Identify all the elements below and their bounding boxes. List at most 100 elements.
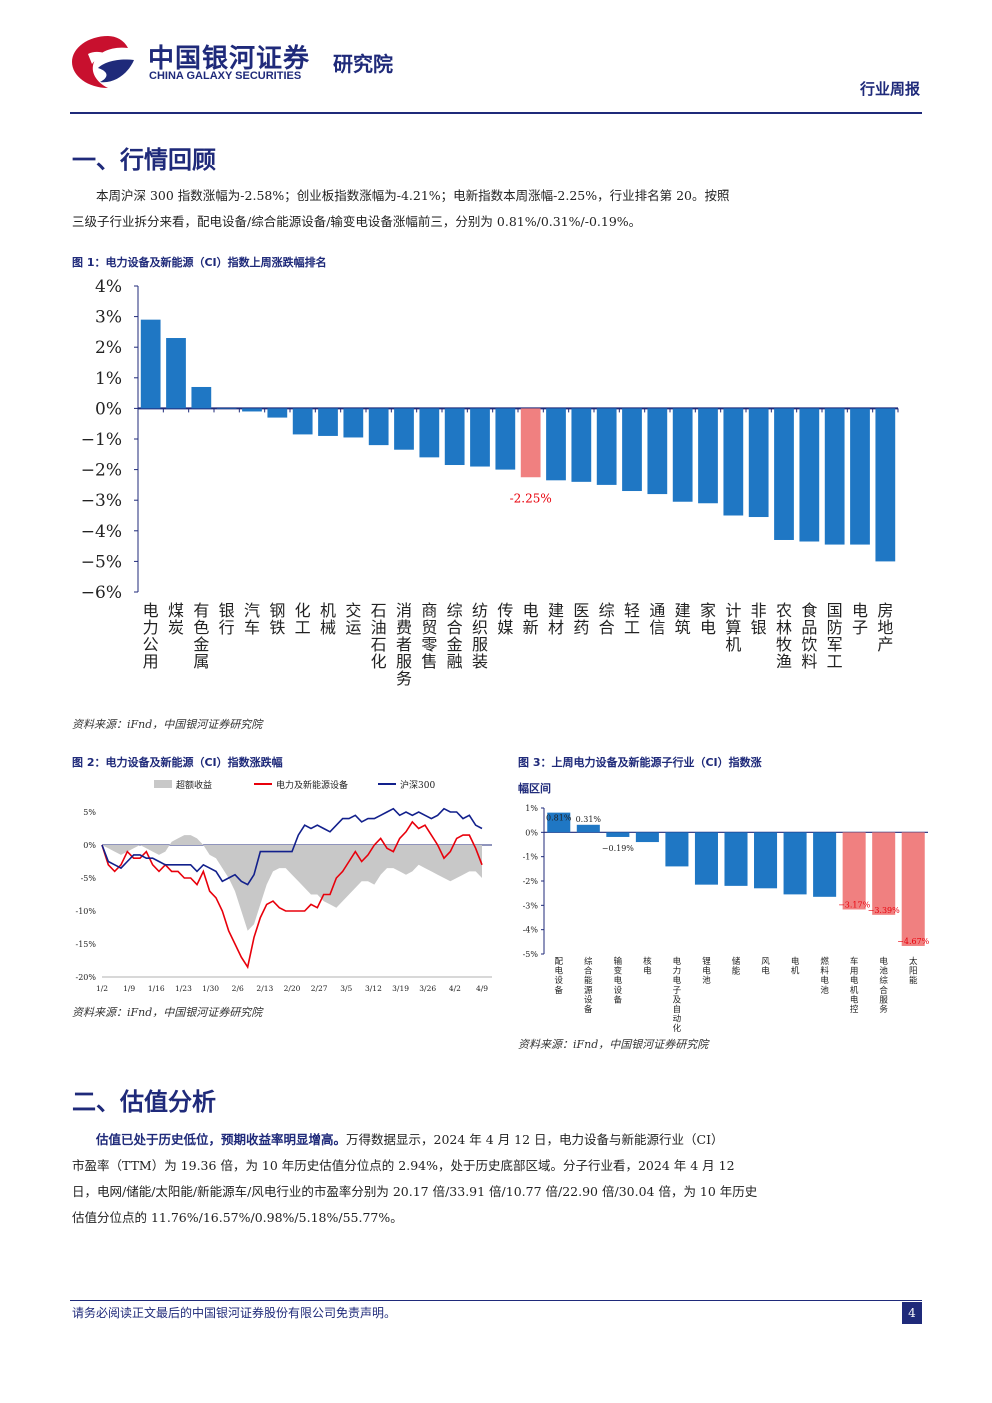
section1-para1: 本周沪深 300 指数涨幅为-2.58%；创业板指数涨幅为-4.21%；电新指数…: [96, 188, 730, 203]
fig3-bar: [606, 832, 630, 837]
fig1-category-label: 交: [345, 601, 361, 620]
fig2-series-line: [101, 820, 483, 970]
fig2-legend-label: 电力及新能源设备: [276, 779, 348, 791]
fig1-bar: [571, 408, 592, 482]
fig1-category-label: 零: [421, 635, 437, 654]
fig1-category-label: 色: [193, 618, 209, 637]
fig1-category-label: 产: [877, 635, 893, 654]
fig3-category-label: 电: [643, 966, 652, 977]
fig1-category-label: 工: [827, 652, 843, 671]
fig1-category-label: 媒: [497, 618, 513, 637]
fig1-category-label: 通: [649, 601, 665, 620]
fig1-category-label: 算: [725, 618, 741, 637]
fig3-category-label: 电: [850, 994, 859, 1005]
fig3-chart: 1%0%-1%-2%-3%-4%-5%0.81%配电设备0.31%综合能源设备−…: [523, 804, 930, 1034]
fig2-legend-label: 沪深300: [400, 779, 435, 791]
fig3-category-label: 输: [614, 956, 623, 967]
fig1-y-tick-label: −5%: [81, 552, 122, 572]
fig1-category-label: 新: [523, 618, 539, 637]
section2-bold-lead: 估值已处于历史低位，预期收益率明显增高。: [96, 1132, 347, 1147]
fig1-category-label: 消: [396, 601, 412, 620]
fig1-y-tick-label: −4%: [81, 522, 122, 542]
fig1-y-tick-label: −1%: [81, 430, 122, 450]
fig1-bar: [419, 408, 440, 458]
fig3-bar: [872, 832, 896, 915]
fig1-category-label: 建: [548, 601, 564, 620]
fig1-category-label: 机: [725, 635, 741, 654]
fig2-series-area: [102, 835, 482, 931]
fig3-bar: [576, 824, 600, 833]
fig1-bar: [470, 408, 490, 467]
fig3-category-label: 能: [732, 966, 741, 977]
fig3-category-label: 变: [614, 966, 623, 977]
fig3-bar: [813, 832, 837, 897]
fig1-category-label: 费: [396, 618, 412, 637]
fig1-category-label: 银: [219, 601, 235, 620]
fig2-y-tick-label: -5%: [81, 874, 97, 883]
fig1-bar: [394, 408, 414, 450]
fig2-x-tick-label: 3/26: [419, 984, 436, 993]
fig1-y-tick-label: −6%: [81, 583, 122, 603]
footer-divider: [70, 1300, 922, 1301]
fig1-category-label: 织: [472, 618, 488, 637]
fig3-bar: [842, 832, 866, 910]
fig3-category-label: 综: [584, 956, 593, 967]
fig1-bar: [191, 386, 212, 409]
fig2-chart: 超额收益 电力及新能源设备 沪深300 5% 0% -5% -10% -15% -20% 1/2 1…: [76, 779, 492, 993]
fig3-category-label: 化: [673, 1023, 682, 1034]
section2-para1: 万得数据显示，2024 年 4 月 12 日，电力设备与新能源行业（CI）: [346, 1132, 724, 1147]
fig2-legend-label: 超额收益: [176, 779, 212, 791]
fig2-source: 资料来源：iFnd，中国银河证券研究院: [72, 1006, 263, 1019]
footer-disclaimer: 请务必阅读正文最后的中国银河证券股份有限公司免责声明。: [72, 1306, 397, 1320]
fig1-category-label: 非: [751, 601, 767, 620]
fig1-category-label: 合: [447, 618, 463, 637]
fig1-category-label: 服: [472, 635, 488, 654]
fig3-category-label: 动: [673, 1014, 682, 1025]
fig3-category-label: 备: [584, 1004, 593, 1015]
fig3-data-label: −3.39%: [868, 906, 901, 915]
fig1-bar: [672, 408, 693, 502]
fig1-category-label: 机: [320, 601, 336, 620]
fig3-category-label: 配: [555, 957, 564, 967]
fig1-y-tick-label: 4%: [95, 277, 122, 297]
fig1-category-label: 石: [371, 601, 387, 620]
fig3-bar: [635, 832, 659, 843]
fig1-bar: [875, 408, 896, 562]
fig2-x-tick-label: 2/6: [232, 984, 244, 993]
fig3-category-label: 用: [850, 967, 859, 977]
fig1-bar: [292, 408, 313, 435]
fig3-category-label: 综: [879, 975, 888, 986]
fig1-category-label: 纺: [472, 601, 488, 620]
fig3-category-label: 电: [702, 966, 711, 977]
fig1-category-label: 渔: [776, 652, 792, 671]
fig3-category-label: 服: [879, 995, 888, 1005]
fig1-category-label: 医: [573, 601, 589, 620]
fig1-category-label: 铁: [269, 618, 285, 637]
fig3-category-label: 锂: [702, 956, 711, 967]
fig3-category-label: 合: [879, 985, 888, 996]
fig3-y-tick-label: -4%: [523, 926, 539, 935]
fig1-category-label: 料: [801, 652, 817, 671]
brand-cn: 中国银河证券: [148, 44, 311, 74]
fig3-bar: [901, 832, 925, 946]
fig3-data-label: 0.81%: [546, 814, 572, 823]
fig1-category-label: 工: [295, 618, 311, 637]
fig1-category-label: 用: [143, 652, 159, 671]
fig3-category-label: 自: [673, 1004, 682, 1015]
fig1-category-label: 电: [700, 618, 716, 637]
fig1-category-label: 械: [320, 618, 336, 637]
fig1-bar: [242, 408, 262, 412]
fig1-category-label: 国: [827, 601, 843, 620]
fig3-category-label: 子: [673, 986, 682, 996]
fig1-category-label: 房: [877, 601, 893, 620]
fig1-bar: [343, 408, 364, 438]
fig3-category-label: 源: [584, 986, 593, 996]
fig3-category-label: 池: [820, 985, 829, 996]
institute-label: 研究院: [333, 52, 393, 76]
fig2-x-tick-label: 3/19: [392, 984, 409, 993]
fig1-y-tick-label: 1%: [95, 369, 122, 389]
fig3-category-label: 车: [850, 956, 859, 967]
fig2-x-tick-label: 1/30: [202, 984, 219, 993]
fig2-x-tick-label: 1/9: [123, 984, 135, 993]
fig1-category-label: 信: [649, 618, 665, 637]
